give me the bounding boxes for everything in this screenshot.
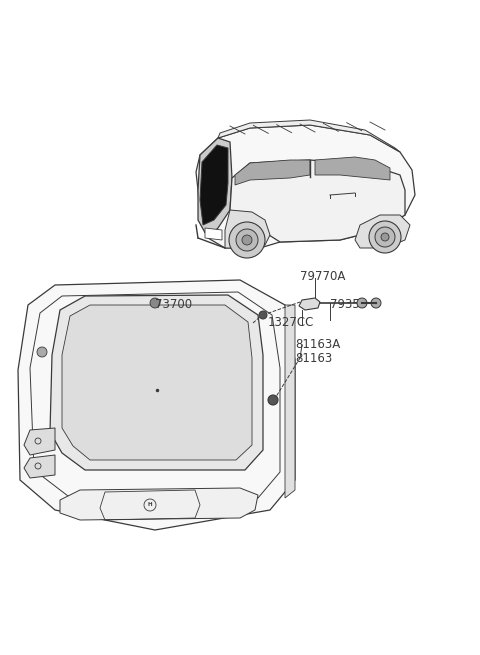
Polygon shape [299,298,320,310]
Text: 1327CC: 1327CC [268,316,314,329]
Circle shape [371,298,381,308]
Text: 81163: 81163 [295,352,332,365]
Circle shape [259,311,267,319]
Circle shape [357,298,367,308]
Circle shape [268,395,278,405]
Circle shape [242,235,252,245]
Text: 73700: 73700 [155,298,192,311]
Text: 79770A: 79770A [300,270,346,283]
Circle shape [369,221,401,253]
Circle shape [375,227,395,247]
Polygon shape [230,160,405,242]
Text: 81163A: 81163A [295,338,340,351]
Polygon shape [235,160,310,185]
Circle shape [229,222,265,258]
Polygon shape [200,145,228,225]
Polygon shape [225,210,270,248]
Polygon shape [24,428,55,455]
Polygon shape [285,305,295,498]
Polygon shape [196,125,415,248]
Polygon shape [60,488,258,520]
Polygon shape [50,295,263,470]
Polygon shape [355,215,410,248]
Polygon shape [315,157,390,180]
Text: 79359: 79359 [330,298,367,311]
Polygon shape [198,138,232,238]
Polygon shape [18,280,295,530]
Circle shape [150,298,160,308]
Circle shape [236,229,258,251]
Text: H: H [148,502,152,508]
Polygon shape [62,305,252,460]
Circle shape [37,347,47,357]
Polygon shape [218,120,400,152]
Polygon shape [24,455,55,478]
Circle shape [381,233,389,241]
Polygon shape [205,228,222,240]
